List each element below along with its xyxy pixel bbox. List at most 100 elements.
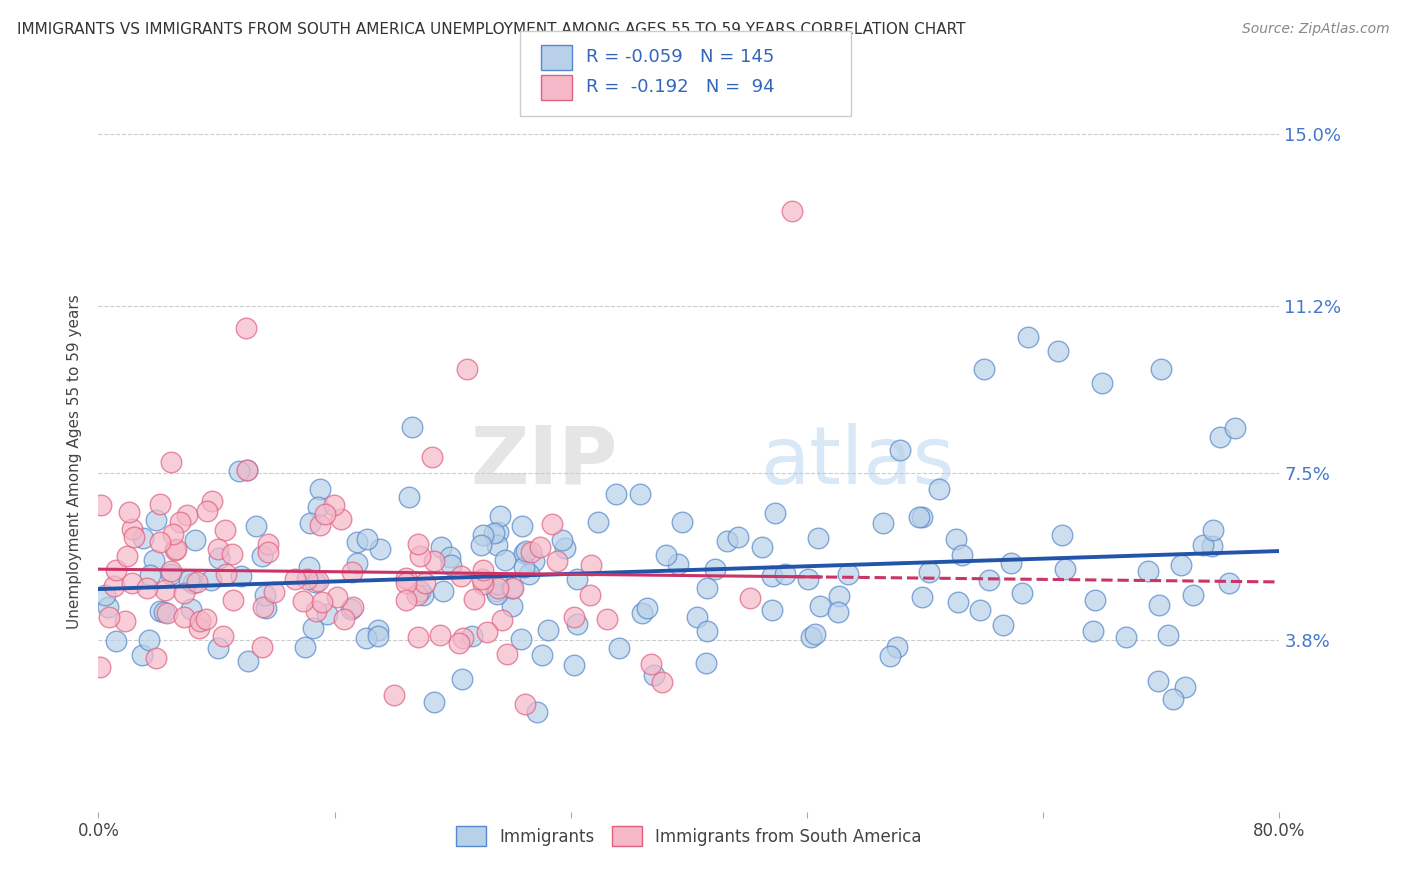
Point xyxy=(520,545,543,559)
Point xyxy=(872,516,894,531)
Point xyxy=(207,541,229,556)
Point xyxy=(501,599,523,614)
Point xyxy=(761,603,783,617)
Text: Source: ZipAtlas.com: Source: ZipAtlas.com xyxy=(1241,22,1389,37)
Point xyxy=(738,591,761,605)
Text: ZIP: ZIP xyxy=(471,423,619,500)
Point xyxy=(160,567,183,582)
Point xyxy=(98,609,121,624)
Point xyxy=(513,560,536,574)
Point xyxy=(696,582,718,596)
Point xyxy=(197,503,219,517)
Point xyxy=(654,549,676,563)
Point xyxy=(526,705,548,719)
Point xyxy=(636,601,658,615)
Point xyxy=(367,624,389,638)
Point xyxy=(948,595,970,609)
Point xyxy=(451,632,474,646)
Point xyxy=(546,554,568,568)
Point xyxy=(607,641,630,656)
Point xyxy=(1174,681,1197,695)
Point xyxy=(430,540,453,554)
Point xyxy=(808,599,831,614)
Point xyxy=(502,581,524,595)
Point xyxy=(307,574,329,589)
Point xyxy=(519,567,541,582)
Point xyxy=(408,630,430,644)
Point xyxy=(149,497,172,511)
Text: atlas: atlas xyxy=(759,423,955,500)
Point xyxy=(406,589,429,603)
Point xyxy=(911,509,934,524)
Point xyxy=(346,556,368,570)
Point xyxy=(879,648,901,663)
Point xyxy=(308,482,330,496)
Point xyxy=(889,443,911,458)
Point xyxy=(586,515,609,529)
Point xyxy=(1052,527,1074,541)
Point xyxy=(596,612,619,626)
Point xyxy=(1053,562,1076,576)
Point xyxy=(1047,343,1070,358)
Point xyxy=(307,500,329,514)
Point xyxy=(910,590,932,604)
Point xyxy=(340,565,363,579)
Point xyxy=(122,530,145,544)
Point xyxy=(1084,593,1107,607)
Point xyxy=(450,569,472,583)
Point xyxy=(115,549,138,563)
Point xyxy=(181,576,204,591)
Point xyxy=(142,552,165,566)
Point xyxy=(188,614,211,628)
Point xyxy=(828,589,851,603)
Point xyxy=(537,623,560,637)
Point xyxy=(501,581,523,595)
Point xyxy=(314,507,336,521)
Point xyxy=(162,526,184,541)
Point xyxy=(671,515,693,529)
Point xyxy=(969,603,991,617)
Point xyxy=(423,554,446,568)
Point xyxy=(751,541,773,555)
Point xyxy=(1170,558,1192,573)
Point xyxy=(1091,376,1114,390)
Point xyxy=(214,523,236,537)
Point xyxy=(564,658,586,673)
Point xyxy=(304,574,326,589)
Point xyxy=(309,518,332,533)
Point xyxy=(523,554,546,568)
Point xyxy=(461,629,484,643)
Point xyxy=(294,640,316,655)
Point xyxy=(628,487,651,501)
Point xyxy=(581,558,603,572)
Point xyxy=(1136,564,1159,578)
Point xyxy=(342,600,364,615)
Point xyxy=(1225,421,1247,435)
Point xyxy=(1000,556,1022,570)
Point xyxy=(918,565,941,579)
Point xyxy=(1201,540,1223,554)
Point xyxy=(763,506,786,520)
Point xyxy=(408,549,430,564)
Point xyxy=(326,590,349,604)
Point xyxy=(945,532,967,546)
Point xyxy=(429,628,451,642)
Point xyxy=(200,574,222,588)
Point xyxy=(1157,628,1180,642)
Point xyxy=(138,633,160,648)
Point xyxy=(187,622,209,636)
Point xyxy=(1083,624,1105,639)
Point xyxy=(156,606,179,620)
Point xyxy=(104,634,127,648)
Point xyxy=(420,450,443,465)
Point xyxy=(284,572,307,586)
Point xyxy=(155,583,177,598)
Point xyxy=(529,540,551,554)
Point xyxy=(496,647,519,661)
Point xyxy=(236,654,259,668)
Point xyxy=(472,576,495,591)
Point xyxy=(489,508,512,523)
Point xyxy=(250,640,273,655)
Point xyxy=(368,542,391,557)
Point xyxy=(837,567,859,582)
